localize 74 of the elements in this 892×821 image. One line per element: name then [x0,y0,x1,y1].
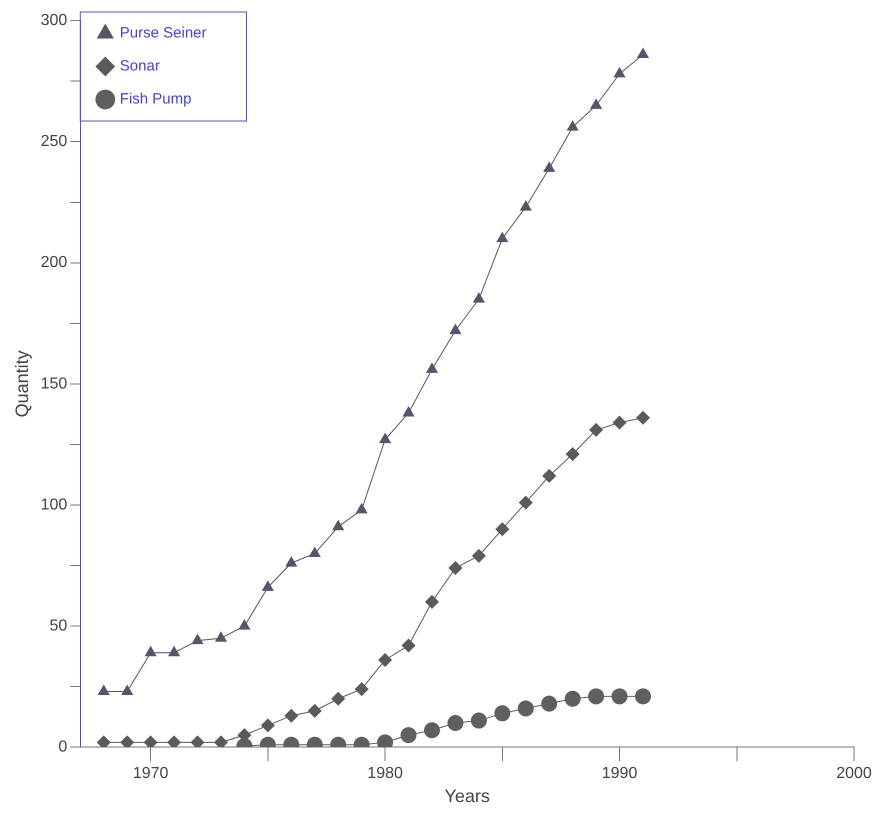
point [190,735,205,748]
point [402,406,415,416]
point [589,422,604,437]
point [356,502,368,514]
y-tick-label: 300 [40,12,68,30]
point [402,638,416,652]
point [496,232,508,242]
point [120,735,134,748]
y-axis-title: Quantity [12,350,32,418]
point [378,653,392,668]
point [144,735,158,748]
point [262,580,274,591]
point [285,556,298,567]
point [542,468,556,483]
point [424,722,440,738]
point [566,447,580,462]
point [284,708,298,723]
point [332,520,344,530]
point [96,735,111,748]
point [308,546,321,557]
y-tick-label: 200 [40,254,68,272]
point [354,682,369,696]
y-tick-label: 250 [40,133,68,150]
point [448,560,462,575]
point [590,98,602,109]
point [566,120,579,131]
point [470,712,487,729]
x-tick-label: 1990 [602,765,638,782]
point [426,362,438,373]
point [612,688,628,704]
point [494,705,510,722]
point [167,735,182,748]
point [238,619,250,630]
point [260,718,275,732]
point [379,432,392,444]
legend-label: Purse Seiner [120,24,207,42]
point [331,692,346,706]
point [168,646,180,656]
point [518,496,533,510]
point [495,522,510,536]
y-tick-label: 100 [40,496,68,514]
point [144,646,157,656]
point [634,688,651,704]
point [588,688,604,704]
point [636,48,650,58]
point [520,200,532,211]
y-tick-label: 150 [40,375,68,392]
point [191,634,204,644]
point [449,324,462,334]
point [447,714,464,731]
point [612,416,627,430]
point [518,700,534,716]
legend-label: Sonar [120,58,160,75]
point [400,727,417,744]
x-tick-label: 1970 [132,765,169,782]
y-tick-label: 50 [50,618,68,635]
x-tick-label: 2000 [836,765,872,782]
point [543,161,556,172]
legend-label: Fish Pump [120,90,192,108]
point [636,410,650,425]
point [98,684,110,695]
y-tick-label: 0 [58,738,68,756]
point [121,684,134,695]
point [424,594,439,609]
point [564,690,581,707]
x-tick-label: 1980 [367,765,403,782]
x-axis-title: Years [444,786,490,806]
point [541,696,558,712]
point [472,548,486,563]
point [308,704,322,718]
point [613,66,626,78]
point [472,292,485,303]
point [214,631,228,642]
point [214,735,228,748]
